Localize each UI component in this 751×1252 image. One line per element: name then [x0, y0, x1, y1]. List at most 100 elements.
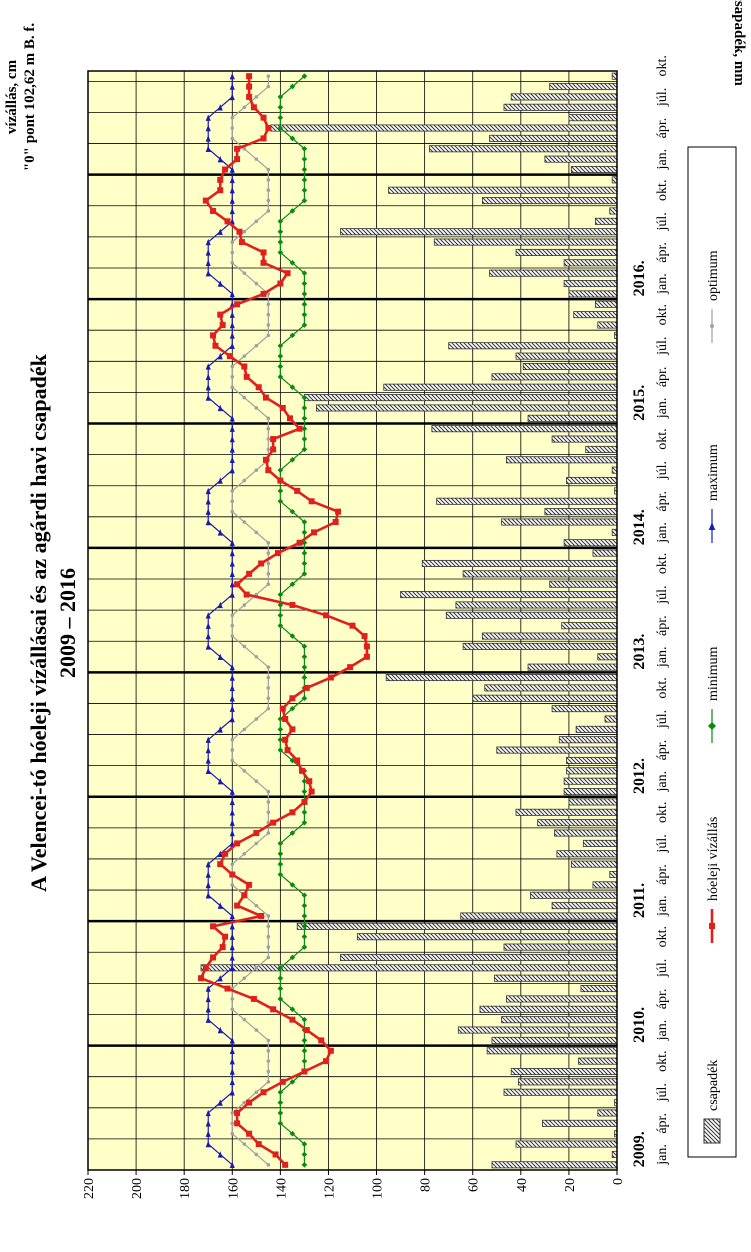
- month-label: ápr.: [655, 1113, 670, 1134]
- minimum-point: [301, 322, 308, 328]
- minimum-point: [301, 145, 308, 152]
- month-label: okt.: [655, 55, 670, 76]
- minimum-point: [277, 747, 284, 753]
- optimum-point: [266, 945, 271, 949]
- precipitation-bar: [594, 300, 618, 308]
- maximum-point: [205, 363, 211, 370]
- minimum-point: [289, 830, 296, 836]
- maximum-point: [217, 228, 223, 235]
- year-label: 2009.: [631, 1131, 648, 1167]
- precipitation-bar: [537, 819, 618, 827]
- precipitation-bar: [489, 269, 618, 277]
- water-level-point: [308, 498, 315, 505]
- minimum-point: [301, 529, 308, 536]
- water-level-point: [246, 73, 253, 80]
- year-label: 2016.: [631, 260, 648, 296]
- optimum-point: [230, 375, 235, 379]
- legend-swatch-csapadek: [703, 1118, 721, 1144]
- water-level-point: [255, 384, 262, 391]
- minimum-point: [289, 954, 296, 961]
- maximum-point: [229, 809, 235, 816]
- minimum-point: [301, 653, 308, 660]
- precipitation-bar: [429, 145, 618, 153]
- optimum-point: [254, 530, 259, 535]
- minimum-point: [277, 602, 284, 608]
- precipitation-bar: [580, 985, 618, 993]
- optimum-point: [266, 188, 271, 193]
- legend-label-csapadek: csapadék: [706, 1060, 721, 1111]
- water-level-point: [222, 850, 229, 857]
- water-level-point: [282, 715, 289, 722]
- month-label: okt.: [655, 553, 670, 574]
- water-level-point: [222, 166, 229, 173]
- water-level-point: [212, 342, 219, 349]
- optimum-point: [254, 903, 259, 908]
- optimum-point: [266, 675, 271, 680]
- precipitation-bar: [200, 964, 618, 972]
- maximum-point: [229, 425, 235, 432]
- precipitation-bar: [505, 456, 618, 464]
- year-label: 2015.: [631, 385, 648, 421]
- water-level-point: [258, 560, 265, 567]
- minimum-point: [277, 985, 284, 992]
- minimum-point: [301, 664, 308, 670]
- year-separators: [88, 173, 617, 1047]
- optimum-point: [230, 1007, 235, 1012]
- optimum-point: [230, 748, 235, 752]
- minimum-point: [289, 1079, 296, 1085]
- water-level-point: [279, 1078, 286, 1085]
- precipitation-bar: [489, 134, 618, 142]
- y-axis-label-right: csapadék, mm: [731, 0, 747, 86]
- optimum-point: [266, 167, 271, 172]
- water-level-point: [323, 1058, 330, 1065]
- water-level-point: [274, 550, 281, 557]
- water-level-point: [311, 529, 318, 536]
- year-label: 2013.: [631, 634, 648, 670]
- optimum-point: [266, 447, 271, 452]
- water-level-point: [246, 1130, 253, 1137]
- optimum-point: [230, 261, 235, 265]
- minimum-point: [289, 332, 296, 339]
- maximum-point: [205, 1109, 211, 1117]
- optimum-point: [266, 810, 271, 815]
- optimum-point: [230, 126, 235, 130]
- maximum-point: [229, 435, 235, 443]
- maximum-point: [205, 995, 211, 1003]
- month-label: júl.: [655, 585, 670, 604]
- precipitation-bar: [566, 756, 618, 764]
- optimum-point: [266, 198, 271, 203]
- precipitation-bar: [491, 1161, 618, 1169]
- maximum-point: [217, 477, 223, 484]
- precipitation-bar: [527, 663, 618, 671]
- maximum-point: [205, 238, 211, 246]
- y-tick-label: 20: [563, 1178, 578, 1192]
- precipitation-bar: [568, 798, 618, 806]
- precipitation-bar: [604, 715, 618, 723]
- optimum-point: [266, 1080, 271, 1084]
- month-label: jan.: [655, 398, 670, 420]
- minimum-point: [301, 187, 308, 194]
- precipitation-bar: [570, 165, 618, 174]
- precipitation-bar: [609, 207, 618, 215]
- water-level-point: [241, 363, 248, 370]
- maximum-point: [217, 529, 223, 536]
- precipitation-bar: [582, 839, 618, 847]
- precipitation-bar: [510, 93, 618, 101]
- water-level-point: [234, 1120, 241, 1127]
- minimum-point: [301, 436, 308, 442]
- maximum-point: [205, 767, 211, 775]
- water-level-point: [258, 912, 265, 919]
- minimum-point: [301, 819, 308, 826]
- optimum-point: [242, 354, 247, 358]
- precipitation-bar: [568, 114, 618, 122]
- precipitation-bar: [544, 508, 618, 516]
- water-level-point: [303, 1027, 310, 1034]
- minimum-point: [277, 249, 284, 256]
- optimum-point: [230, 509, 235, 514]
- precipitation-bar: [503, 943, 618, 951]
- optimum-point: [242, 146, 247, 151]
- maximum-point: [205, 643, 211, 650]
- water-level-point: [260, 1089, 267, 1096]
- minimum-point: [301, 1047, 308, 1054]
- minimum-point: [277, 1110, 284, 1116]
